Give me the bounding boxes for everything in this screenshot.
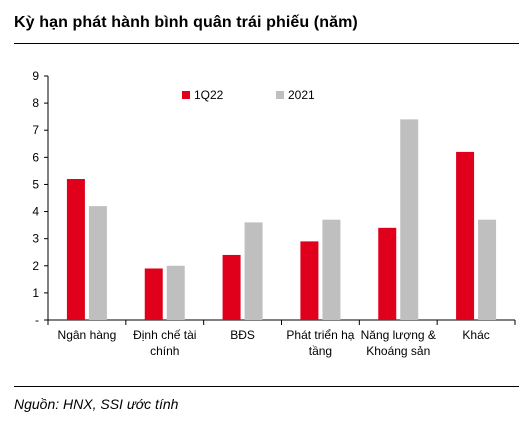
x-category-label: Ngân hàng [58, 328, 117, 342]
chart-title: Kỳ hạn phát hành bình quân trái phiếu (n… [14, 14, 358, 31]
y-tick-label: 3 [32, 232, 39, 246]
title-divider [14, 43, 519, 44]
x-category-label: Khác [462, 328, 489, 342]
y-tick-label: 5 [32, 177, 39, 191]
bar-series1 [378, 227, 397, 320]
bar-series2 [400, 119, 419, 320]
y-tick-label: 1 [32, 286, 39, 300]
bar-series1 [66, 179, 85, 320]
x-category-label: Định chế tài chính [133, 328, 196, 358]
legend-swatch [182, 91, 190, 99]
y-tick-label: 9 [32, 69, 39, 83]
y-tick-label: - [35, 313, 39, 327]
bar-series1 [456, 151, 475, 320]
legend-swatch [276, 91, 284, 99]
y-tick-label: 2 [32, 259, 39, 273]
x-category-label: Năng lượng & Khoáng sản [361, 328, 436, 358]
bar-series1 [300, 241, 319, 320]
bar-series2 [166, 265, 185, 320]
bar-chart: - 1 2 3 4 5 6 7 8 9 Ngân hàng Định chế tài chính BĐS P… [32, 69, 516, 358]
bar-series1 [222, 254, 241, 320]
bar-series2 [244, 222, 263, 320]
bar-series2 [88, 206, 107, 320]
y-tick-label: 4 [32, 205, 39, 219]
x-category-label: Phát triển hạ tầng [286, 328, 354, 358]
y-tick-label: 8 [32, 96, 39, 110]
x-category-label: BĐS [230, 328, 255, 342]
y-tick-label: 6 [32, 150, 39, 164]
bar-series2 [322, 219, 341, 320]
y-tick-label: 7 [32, 123, 39, 137]
legend-label: 2021 [288, 88, 315, 102]
bar-series2 [478, 219, 497, 320]
source-divider [14, 386, 519, 387]
bar-series1 [144, 268, 163, 320]
source-note: Nguồn: HNX, SSI ước tính [14, 396, 179, 412]
legend-label: 1Q22 [194, 88, 224, 102]
